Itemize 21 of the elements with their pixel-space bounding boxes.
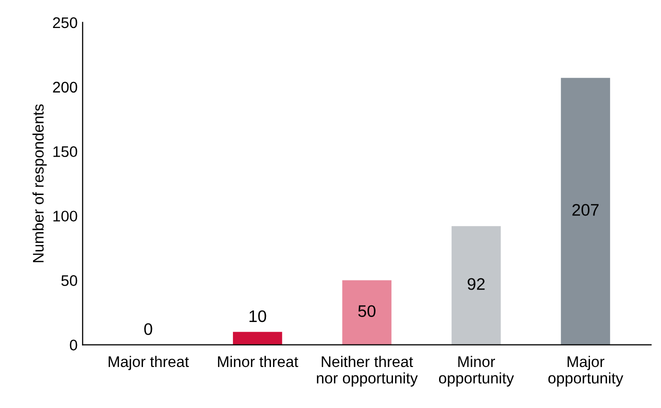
y-tick-label: 250	[53, 17, 78, 28]
x-tick-label: Major threat	[108, 356, 189, 370]
y-tick-label: 50	[61, 275, 78, 286]
data-label: 10	[250, 310, 266, 322]
bar	[452, 226, 501, 345]
y-axis-title: Number of respondents	[32, 104, 47, 262]
bar	[342, 280, 392, 345]
data-label: 207	[572, 204, 599, 216]
x-tick-label: Minor opportunity	[439, 356, 514, 387]
y-tick-label: 0	[70, 340, 78, 350]
bar	[560, 78, 610, 345]
data-label: 50	[358, 305, 376, 317]
x-tick-label: Minor threat	[218, 356, 298, 368]
y-tick-label: 200	[53, 82, 78, 93]
y-tick-label: 100	[53, 210, 78, 222]
data-label: 92	[468, 278, 485, 290]
data-label: 0	[144, 323, 152, 336]
x-tick-label: Neither threat nor opportunity	[316, 356, 418, 387]
x-tick-label: Major opportunity	[548, 356, 624, 387]
y-tick-label: 150	[53, 146, 78, 158]
bar	[232, 332, 282, 345]
